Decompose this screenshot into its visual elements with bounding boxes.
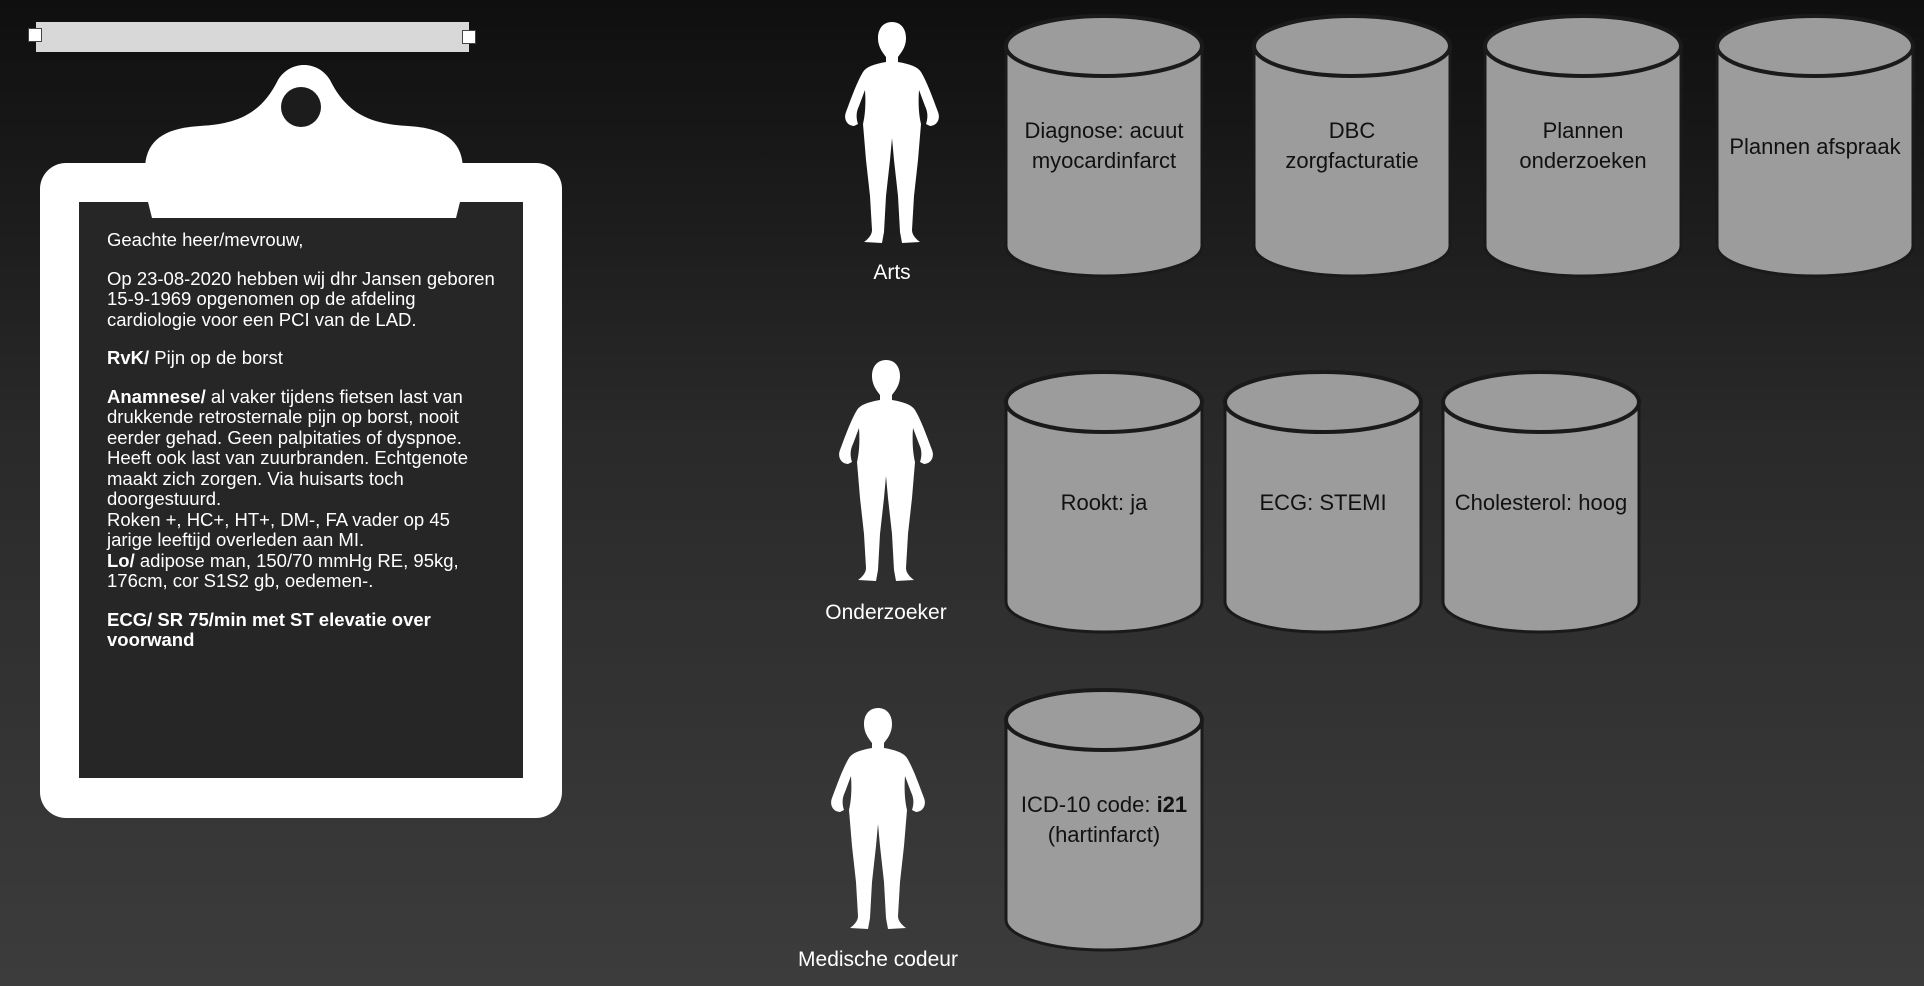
cylinder-label: Cholesterol: hoog: [1454, 490, 1628, 515]
letter-lo: Lo/ adipose man, 150/70 mmHg RE, 95kg, 1…: [107, 549, 500, 592]
data-cylinder-icd10: ICD-10 code: i21 (hartinfarct): [1004, 688, 1204, 952]
slide-title-bar: [36, 22, 469, 52]
discharge-letter: Geachte heer/mevrouw, Op 23-08-2020 hebb…: [107, 229, 500, 661]
data-cylinder-ecg: ECG: STEMI: [1223, 370, 1423, 634]
letter-ecg: ECG/ SR 75/min met ST elevatie over voor…: [107, 608, 500, 651]
data-cylinder-plannen-afspraak: Plannen afspraak: [1715, 14, 1915, 278]
letter-risk-factors: Roken +, HC+, HT+, DM-, FA vader op 45 j…: [107, 508, 450, 550]
anamnese-label: Anamnese/: [107, 385, 206, 407]
letter-greeting: Geachte heer/mevrouw,: [107, 229, 304, 250]
letter-rvk: RvK/ Pijn op de borst: [107, 347, 500, 369]
cylinder-label: Rookt: ja: [1060, 490, 1148, 515]
lo-text: adipose man, 150/70 mmHg RE, 95kg, 176cm…: [107, 549, 459, 591]
cylinder-label: DBC zorgfacturatie: [1285, 118, 1419, 173]
cylinder-label: Diagnose: acuut myocardinfarct: [1024, 118, 1184, 173]
ecg-text: ECG/ SR 75/min met ST elevatie over voor…: [107, 608, 431, 650]
role-label-arts: Arts: [873, 261, 911, 284]
anamnese-text: al vaker tijdens fietsen last van drukke…: [107, 385, 468, 509]
cylinder-label: ECG: STEMI: [1259, 490, 1387, 515]
resize-handle-right[interactable]: [462, 30, 476, 44]
arts-person-icon: [827, 20, 957, 250]
rvk-label: RvK/: [107, 347, 150, 368]
onderzoeker-person-icon: [821, 358, 951, 588]
cylinder-label: ICD-10 code: i21 (hartinfarct): [1020, 792, 1188, 847]
data-cylinder-rookt: Rookt: ja: [1004, 370, 1204, 634]
rvk-text: Pijn op de borst: [149, 347, 283, 368]
data-cylinder-plannen-onderzoeken: Plannen onderzoeken: [1483, 14, 1683, 278]
cylinder-label: Plannen afspraak: [1729, 134, 1901, 159]
resize-handle-left[interactable]: [28, 28, 42, 42]
role-label-codeur: Medische codeur: [798, 948, 958, 971]
role-label-onderzoeker: Onderzoeker: [825, 601, 947, 624]
cylinder-label: Plannen onderzoeken: [1519, 118, 1647, 173]
letter-anamnese: Anamnese/ al vaker tijdens fietsen last …: [107, 385, 500, 510]
letter-intro: Op 23-08-2020 hebben wij dhr Jansen gebo…: [107, 267, 495, 330]
data-cylinder-dbc: DBC zorgfacturatie: [1252, 14, 1452, 278]
data-cylinder-cholesterol: Cholesterol: hoog: [1441, 370, 1641, 634]
data-cylinder-diagnose: Diagnose: acuut myocardinfarct: [1004, 14, 1204, 278]
codeur-person-icon: [813, 706, 943, 936]
clipboard-paper: [79, 202, 523, 778]
clipboard-hole: [281, 87, 321, 127]
clipboard-icon: [40, 65, 562, 818]
lo-label: Lo/: [107, 549, 135, 571]
